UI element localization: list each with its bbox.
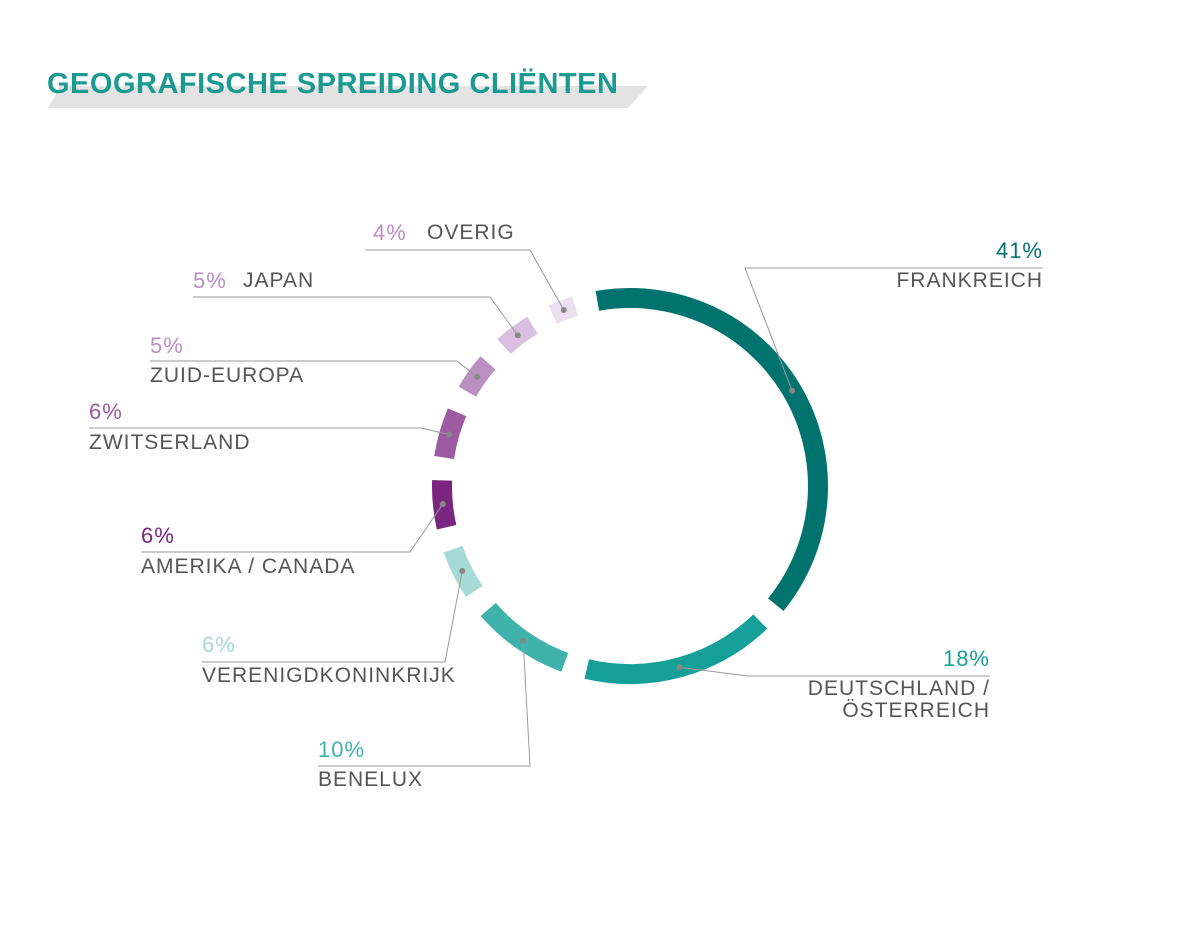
leader-dot [446,431,453,438]
leader-line [744,267,1043,391]
category-label: BENELUX [318,768,424,791]
donut-segment [480,602,569,672]
leader-line [141,503,444,553]
value-label: 5% [150,333,184,358]
leader-dot [459,567,466,574]
category-label: ZUID-EUROPA [150,364,305,387]
chart-title: GEOGRAFISCHE SPREIDING CLIËNTEN [47,68,619,100]
leader-line [202,570,463,663]
value-label: 6% [141,523,175,548]
donut-segment [595,288,828,611]
value-label: 10% [318,737,366,762]
leader-dot [514,332,521,339]
leader-dot [676,664,683,671]
leader-dot [789,387,796,394]
value-label: 5% [193,268,227,293]
value-label: 6% [202,632,236,657]
leader-line [365,249,565,311]
category-label: DEUTSCHLAND / ÖSTERREICH [807,677,990,722]
value-label: 4% [373,220,407,245]
category-label: ZWITSERLAND [89,431,251,454]
value-label: 18% [942,646,990,671]
value-label: 41% [995,238,1043,263]
title-shadow [48,86,648,108]
leader-line [89,427,450,435]
category-label: VERENIGDKONINKRIJK [202,664,456,687]
category-label: AMERIKA / CANADA [141,555,356,578]
category-label: OVERIG [427,221,515,244]
leader-dot [439,500,446,507]
leader-dot [560,307,567,314]
leader-line [193,296,519,336]
value-label: 6% [89,399,123,424]
leader-dot [473,373,480,380]
leader-line [679,666,990,677]
category-label: FRANKREICH [896,269,1043,292]
leader-dot [520,637,527,644]
leader-line [318,640,531,767]
category-label: JAPAN [243,269,315,292]
leader-line [150,360,478,378]
donut-segment [584,614,768,684]
